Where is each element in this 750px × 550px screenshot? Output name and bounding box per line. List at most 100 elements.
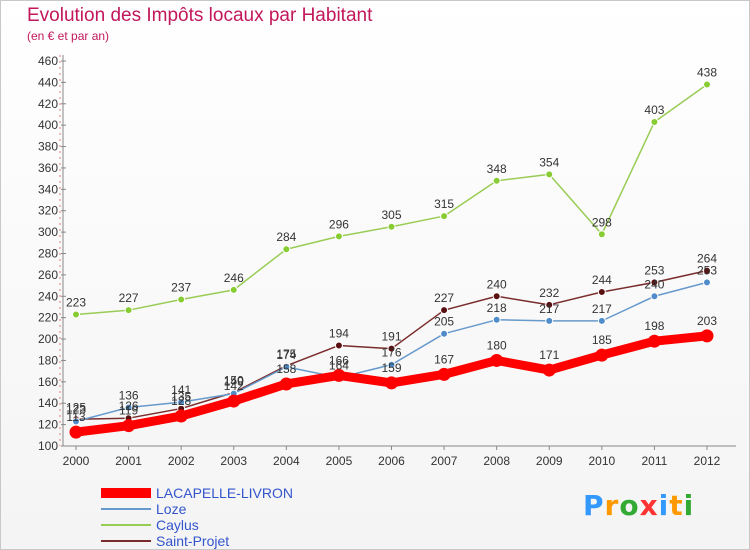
data-label: 176: [381, 346, 401, 360]
data-label: 149: [224, 375, 244, 389]
data-label: 305: [381, 208, 401, 222]
data-label: 264: [697, 252, 717, 266]
data-label: 164: [329, 359, 349, 373]
logo-letter: o: [619, 489, 640, 522]
proxiti-logo: Proxiti: [583, 489, 694, 522]
data-label: 284: [276, 230, 296, 244]
data-point: [282, 245, 291, 254]
data-label: 354: [539, 155, 559, 169]
data-label: 246: [224, 271, 244, 285]
x-tick-label: 2010: [588, 454, 615, 468]
data-label: 218: [487, 301, 507, 315]
x-tick-label: 2007: [431, 454, 458, 468]
x-tick-label: 2002: [168, 454, 195, 468]
data-point: [387, 222, 396, 231]
legend-label: Caylus: [156, 517, 199, 533]
data-label: 126: [119, 399, 139, 413]
y-tick-label: 220: [38, 311, 58, 325]
data-label: 191: [381, 330, 401, 344]
data-point: [703, 278, 711, 287]
data-point: [545, 170, 554, 179]
data-point: [177, 398, 186, 407]
y-tick-label: 360: [38, 161, 58, 175]
y-tick-label: 400: [38, 118, 58, 132]
data-point: [282, 362, 291, 371]
y-tick-label: 140: [38, 396, 58, 410]
data-point: [177, 295, 186, 304]
data-label: 180: [487, 338, 507, 352]
data-label: 113: [66, 410, 85, 424]
logo-letter: P: [583, 489, 605, 522]
data-label: 135: [171, 390, 191, 404]
data-label: 158: [276, 362, 296, 376]
logo-letter: i: [658, 489, 670, 522]
data-point: [650, 292, 659, 301]
data-point: [545, 300, 554, 309]
data-point: [597, 316, 606, 325]
data-point: [385, 376, 398, 390]
data-label: 227: [434, 291, 454, 305]
data-point: [440, 212, 449, 221]
legend-swatch-saint-projet: [101, 540, 151, 542]
data-label: 150: [224, 374, 244, 388]
x-tick-label: 2011: [642, 454, 668, 468]
data-label: 159: [381, 361, 401, 375]
data-label: 237: [171, 280, 191, 294]
data-point: [440, 329, 449, 338]
data-point: [122, 419, 136, 433]
data-label: 217: [539, 302, 559, 316]
y-tick-label: 420: [38, 97, 58, 111]
x-tick-label: 2009: [536, 454, 563, 468]
data-point: [650, 278, 659, 287]
chart-subtitle: (en € et par an): [27, 29, 110, 43]
y-tick-label: 180: [38, 353, 58, 367]
data-label: 194: [329, 326, 349, 340]
data-label: 205: [434, 315, 454, 329]
data-point: [437, 367, 451, 381]
legend-label: LACAPELLE-LIVRON: [156, 485, 293, 501]
data-label: 203: [697, 314, 717, 328]
data-point: [703, 266, 711, 275]
data-point: [542, 363, 556, 377]
x-tick-label: 2012: [694, 454, 721, 468]
x-tick-label: 2003: [220, 454, 247, 468]
y-tick-label: 460: [38, 54, 58, 68]
data-label: 128: [171, 394, 191, 408]
data-point: [703, 80, 711, 89]
data-label: 227: [119, 291, 139, 305]
data-label: 240: [487, 277, 507, 291]
data-label: 141: [171, 383, 191, 397]
chart-title: Evolution des Impôts locaux par Habitant: [27, 5, 373, 26]
data-point: [334, 341, 343, 350]
legend-label: Saint-Projet: [156, 533, 230, 549]
y-tick-label: 100: [38, 439, 58, 453]
data-point: [387, 360, 396, 369]
data-point: [229, 285, 238, 294]
legend-swatch-lacapelle-livron: [101, 488, 151, 498]
data-label: 223: [66, 295, 86, 309]
data-point: [387, 344, 396, 353]
data-point: [492, 176, 501, 185]
data-point: [700, 329, 714, 343]
data-label: 185: [592, 333, 612, 347]
data-point: [72, 310, 80, 319]
data-point: [597, 288, 606, 296]
data-label: 123: [66, 402, 86, 416]
data-label: 142: [224, 379, 244, 393]
data-point: [279, 377, 293, 391]
data-label: 244: [592, 273, 612, 287]
data-point: [334, 232, 343, 241]
data-point: [72, 417, 80, 426]
data-point: [492, 315, 501, 324]
data-label: 253: [644, 263, 664, 277]
y-tick-label: 240: [38, 289, 58, 303]
data-point: [124, 403, 133, 412]
data-point: [545, 316, 554, 325]
y-tick-label: 260: [38, 268, 58, 282]
data-label: 167: [434, 352, 454, 366]
data-point: [490, 353, 504, 367]
data-label: 171: [539, 348, 559, 362]
data-point: [332, 368, 346, 382]
logo-letter: r: [604, 489, 620, 522]
y-tick-label: 280: [38, 247, 58, 261]
